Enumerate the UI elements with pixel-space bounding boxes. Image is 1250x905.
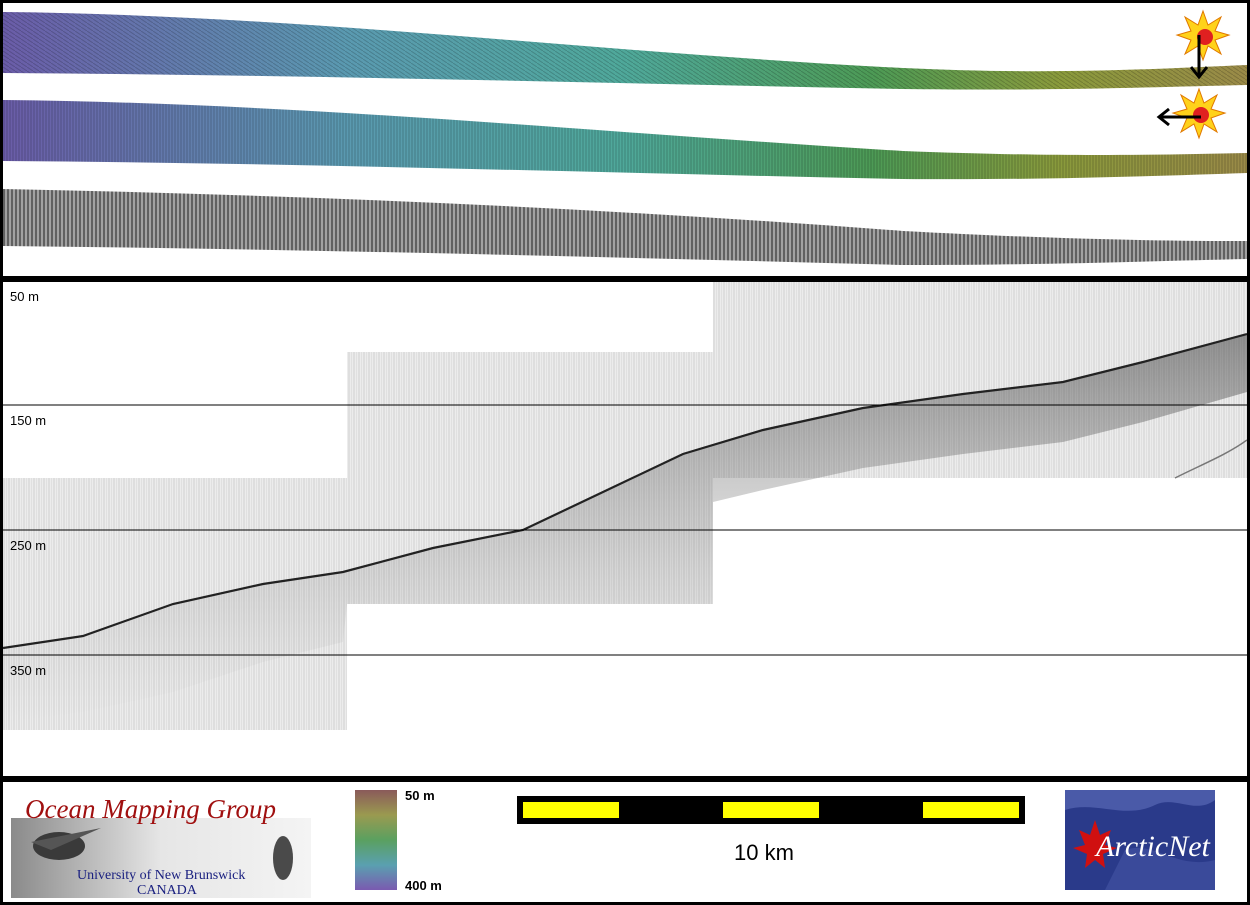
backscatter-strip xyxy=(3,189,1247,265)
depth-label-250: 250 m xyxy=(10,538,47,553)
unb-label: University of New Brunswick xyxy=(77,868,246,883)
depth-label-50: 50 m xyxy=(10,289,39,304)
bathymetry-strip-west-texture xyxy=(3,100,1247,180)
omg-title: Ocean Mapping Group xyxy=(25,794,276,824)
depth-colorbar xyxy=(355,790,397,890)
colorbar-min-label: 400 m xyxy=(405,878,442,893)
sub-seafloor-sediment xyxy=(3,334,1247,722)
swath-strips xyxy=(3,12,1247,265)
depth-label-150: 150 m xyxy=(10,413,47,428)
logo-background xyxy=(11,818,311,898)
sun-down-arrow-icon xyxy=(1175,9,1231,80)
sun-left-arrow-icon xyxy=(1156,87,1227,140)
colorbar-max-label: 50 m xyxy=(405,788,435,803)
seafloor-reflector xyxy=(3,332,1247,650)
country-label: CANADA xyxy=(137,883,197,898)
ocean-mapping-group-logo: Ocean Mapping Group University of New Br… xyxy=(11,788,311,898)
arcticnet-logo xyxy=(1065,790,1215,890)
scale-bar-label: 10 km xyxy=(734,840,794,865)
arcticnet-logo-text: ArcticNet xyxy=(1096,830,1210,863)
legend-panel: Ocean Mapping Group University of New Br… xyxy=(3,782,1247,902)
secondary-reflector xyxy=(1174,439,1247,479)
subbottom-profile-panel: 50 m 150 m 250 m 350 m xyxy=(3,282,1247,776)
bathymetry-strip-north-texture xyxy=(3,12,1247,90)
subbottom-profile xyxy=(3,282,1247,730)
depth-label-350: 350 m xyxy=(10,663,47,678)
swath-panel xyxy=(3,3,1247,276)
scale-bar xyxy=(517,796,1025,824)
